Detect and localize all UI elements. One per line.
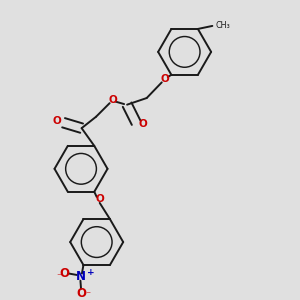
Text: N: N [75, 270, 85, 283]
Text: O: O [139, 119, 147, 129]
Text: O: O [160, 74, 169, 84]
Text: ⁻: ⁻ [85, 290, 90, 300]
Text: O: O [108, 95, 117, 105]
Text: CH₃: CH₃ [216, 21, 231, 30]
Text: O: O [60, 267, 70, 280]
Text: O: O [52, 116, 61, 126]
Text: O: O [76, 286, 86, 299]
Text: O: O [95, 194, 104, 204]
Text: +: + [87, 268, 95, 277]
Text: ⁻: ⁻ [57, 273, 62, 283]
